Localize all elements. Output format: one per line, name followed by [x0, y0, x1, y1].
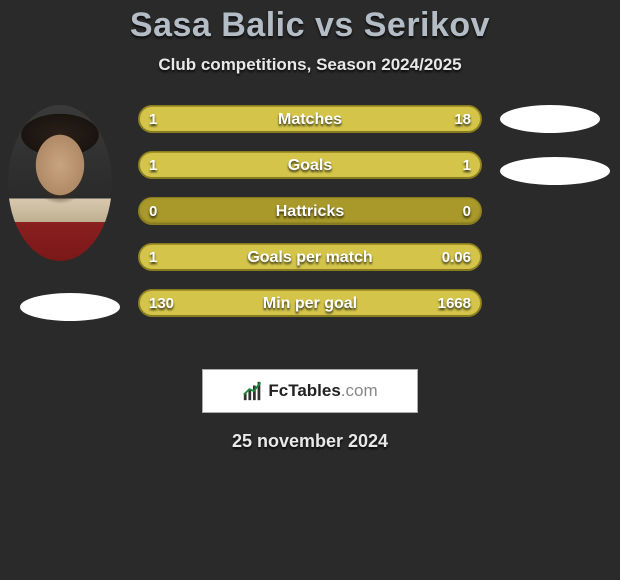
team-badge-right-2: [500, 157, 610, 185]
bar-label: Matches: [139, 106, 481, 134]
stat-bar: 10.06Goals per match: [138, 243, 482, 271]
stat-bar: 118Matches: [138, 105, 482, 133]
stat-bar: 00Hattricks: [138, 197, 482, 225]
bar-label: Goals: [139, 152, 481, 180]
date-label: 25 november 2024: [0, 431, 620, 452]
bar-label: Goals per match: [139, 244, 481, 272]
team-badge-right-1: [500, 105, 600, 133]
brand-suffix: .com: [341, 381, 378, 400]
brand-box[interactable]: FcTables.com: [202, 369, 418, 413]
stat-bar: 11Goals: [138, 151, 482, 179]
bar-label: Min per goal: [139, 290, 481, 318]
comparison-card: Sasa Balic vs Serikov Club competitions,…: [0, 0, 620, 452]
brand-text: FcTables.com: [268, 381, 377, 401]
brand-name: FcTables: [268, 381, 340, 400]
stat-bars: 118Matches 11Goals 00Hattricks 10.06Goals p…: [138, 105, 482, 335]
content-area: 118Matches 11Goals 00Hattricks 10.06Goals p…: [0, 105, 620, 365]
brand-chart-icon: [242, 380, 264, 402]
stat-bar: 1301668Min per goal: [138, 289, 482, 317]
player-photo-left: [8, 105, 112, 261]
page-title: Sasa Balic vs Serikov: [0, 6, 620, 45]
team-badge-left: [20, 293, 120, 321]
bar-label: Hattricks: [139, 198, 481, 226]
subtitle: Club competitions, Season 2024/2025: [0, 55, 620, 75]
player-face-placeholder: [8, 105, 112, 261]
